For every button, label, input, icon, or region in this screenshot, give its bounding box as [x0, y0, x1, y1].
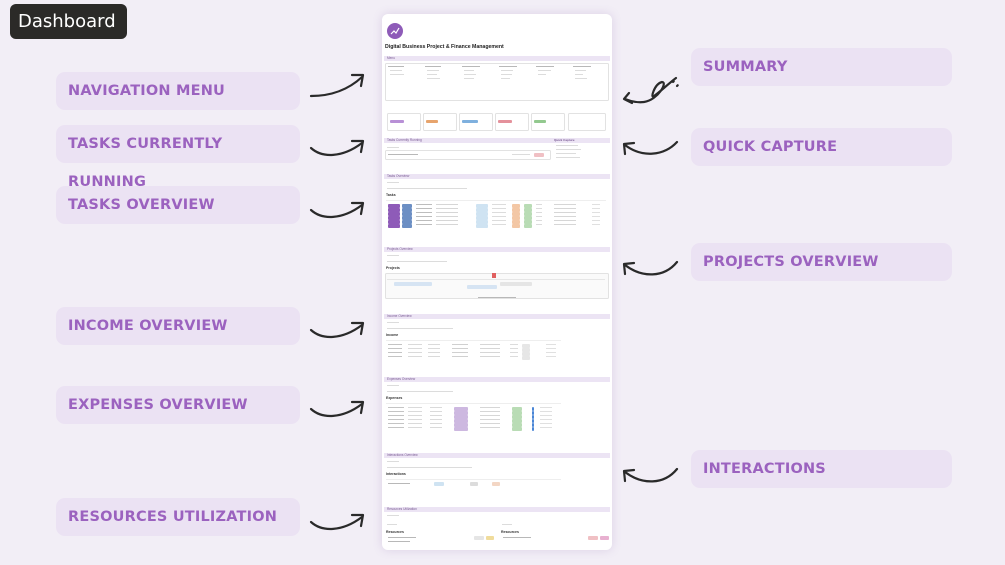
table-row[interactable] — [386, 347, 606, 352]
summary-card — [495, 113, 529, 131]
document-title: Digital Business Project & Finance Manag… — [385, 44, 504, 50]
arrow-right-icon — [309, 139, 365, 156]
annotation-expenses-overview: EXPENSES OVERVIEW — [56, 386, 300, 424]
table-row[interactable] — [386, 355, 606, 360]
annotation-tasks-currently-running: TASKS CURRENTLY RUNNING — [56, 125, 300, 190]
annotation-summary: SUMMARY — [691, 48, 952, 86]
annotation-income-overview: INCOME OVERVIEW — [56, 307, 300, 345]
interactions-table-title: Interactions — [386, 472, 406, 476]
quick-capture-header: Quick Capture — [554, 138, 575, 142]
table-row[interactable] — [386, 203, 606, 208]
table-row[interactable] — [386, 426, 606, 431]
loop-arrow-left-icon — [622, 76, 681, 105]
arrow-right-icon — [309, 513, 365, 530]
section-projects-overview: Projects Overview — [384, 247, 610, 252]
expenses-table-title: Expenses — [386, 396, 403, 400]
section-menu: Menu — [384, 56, 610, 61]
annotation-navigation-menu: NAVIGATION MENU — [56, 72, 300, 110]
resources-table-title: Resources — [386, 530, 404, 534]
section-tasks-overview: Tasks Overview — [384, 174, 610, 179]
section-expenses-overview: Expenses Overview — [384, 377, 610, 382]
arrow-right-icon — [309, 201, 365, 218]
summary-card — [568, 113, 606, 131]
annotation-tasks-overview: TASKS OVERVIEW — [56, 186, 300, 224]
summary-card — [387, 113, 421, 131]
table-row[interactable] — [386, 219, 606, 224]
tasks-table-title: Tasks — [386, 193, 396, 197]
table-row[interactable] — [386, 211, 606, 216]
chart-logo-icon — [387, 23, 403, 39]
section-tasks-currently-running: Tasks Currently Running — [384, 138, 610, 143]
dashboard-title-badge: Dashboard — [10, 4, 127, 39]
summary-card — [459, 113, 493, 131]
arrow-right-icon — [309, 400, 365, 417]
income-table-title: Income — [386, 333, 399, 337]
arrow-left-icon — [622, 140, 679, 156]
arrow-right-icon — [309, 321, 365, 338]
annotation-resources-utilization: RESOURCES UTILIZATION — [56, 498, 300, 536]
table-row[interactable] — [386, 422, 606, 427]
annotation-quick-capture: QUICK CAPTURE — [691, 128, 952, 166]
arrow-right-icon — [309, 73, 365, 98]
table-row[interactable] — [386, 207, 606, 212]
summary-card — [531, 113, 565, 131]
section-interactions-overview: Interactions Overview — [384, 453, 610, 458]
arrow-left-icon — [622, 260, 679, 276]
table-row[interactable] — [386, 410, 606, 415]
projects-timeline[interactable] — [385, 273, 609, 299]
table-row[interactable] — [386, 223, 606, 228]
running-task-row[interactable] — [385, 150, 551, 160]
arrow-left-icon — [622, 467, 679, 483]
navigation-menu-block — [385, 63, 609, 101]
annotation-interactions: INTERACTIONS — [691, 450, 952, 488]
section-resources-utilization: Resources Utilization — [384, 507, 610, 512]
timeline-today-marker — [492, 273, 496, 278]
table-row[interactable] — [386, 343, 606, 348]
table-row[interactable] — [386, 418, 606, 423]
projects-table-title: Projects — [386, 266, 400, 270]
table-row[interactable] — [386, 351, 606, 356]
table-row[interactable] — [386, 215, 606, 220]
summary-card — [423, 113, 457, 131]
table-row[interactable] — [386, 406, 606, 411]
annotation-projects-overview: PROJECTS OVERVIEW — [691, 243, 952, 281]
resources-table-title-2: Resources — [501, 530, 519, 534]
section-income-overview: Income Overview — [384, 314, 610, 319]
dashboard-document-preview[interactable]: Digital Business Project & Finance Manag… — [382, 14, 612, 550]
table-row[interactable] — [386, 414, 606, 419]
